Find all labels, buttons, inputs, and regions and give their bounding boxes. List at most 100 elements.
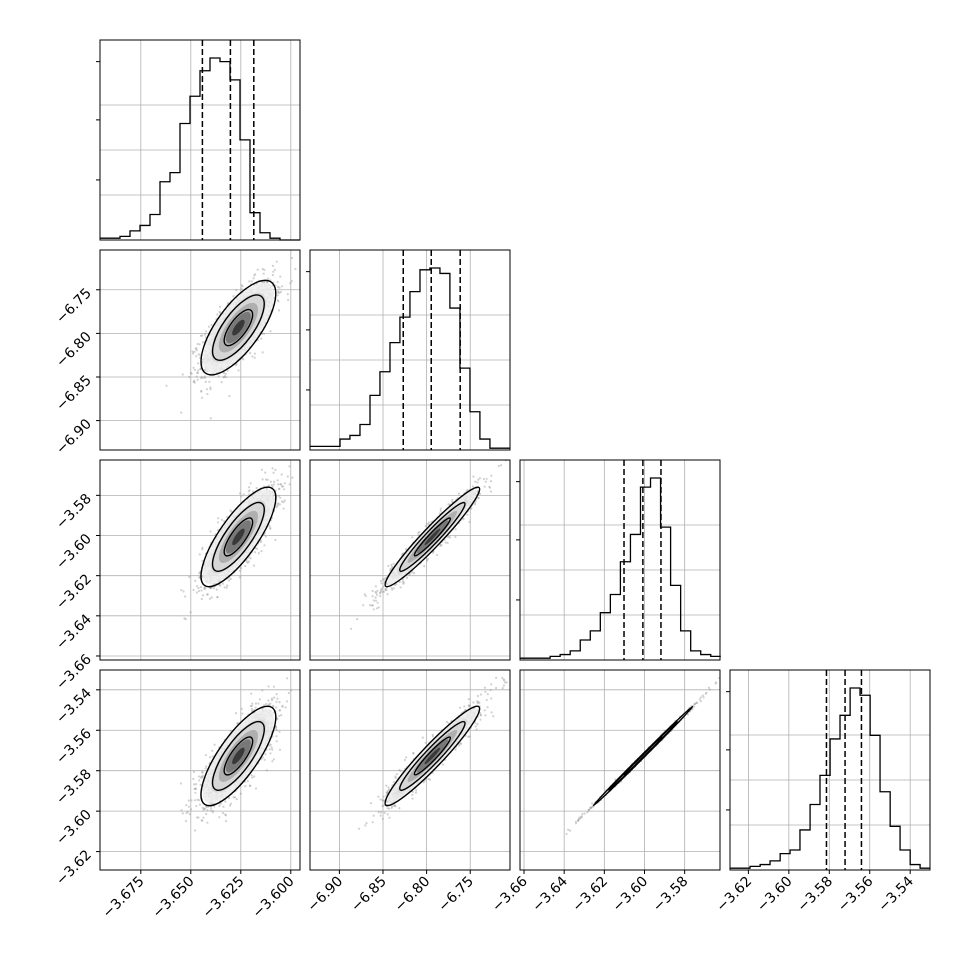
scatter-point xyxy=(291,476,294,479)
scatter-point xyxy=(259,540,262,544)
scatter-point xyxy=(427,521,430,524)
scatter-point xyxy=(209,530,212,533)
scatter-point xyxy=(217,517,220,520)
scatter-point xyxy=(267,277,270,280)
scatter-point xyxy=(180,589,183,592)
scatter-point xyxy=(212,587,215,590)
scatter-point xyxy=(276,291,280,294)
scatter-point xyxy=(199,586,202,589)
scatter-point xyxy=(372,599,375,602)
scatter-point xyxy=(201,396,204,399)
scatter-point xyxy=(271,748,274,751)
density-panel xyxy=(99,669,301,871)
scatter-point xyxy=(277,290,280,293)
scatter-point xyxy=(244,785,247,788)
scatter-point xyxy=(262,272,265,275)
scatter-point xyxy=(210,323,213,327)
scatter-point xyxy=(182,590,185,593)
scatter-point xyxy=(474,480,477,483)
scatter-point xyxy=(202,816,205,819)
scatter-point xyxy=(209,756,212,759)
scatter-point xyxy=(201,559,204,563)
scatter-point xyxy=(271,467,274,470)
scatter-point xyxy=(192,380,195,383)
scatter-point xyxy=(190,808,193,811)
scatter-point xyxy=(277,502,280,505)
scatter-point xyxy=(375,593,379,596)
scatter-point xyxy=(248,489,251,492)
scatter-point xyxy=(237,369,240,372)
scatter-point xyxy=(250,280,253,283)
hist-panel xyxy=(726,669,931,871)
scatter-point xyxy=(216,313,219,316)
scatter-point xyxy=(192,588,195,591)
scatter-point xyxy=(253,775,256,778)
scatter-point xyxy=(226,584,229,587)
scatter-point xyxy=(374,596,377,599)
scatter-point xyxy=(380,582,383,585)
scatter-point xyxy=(242,493,245,496)
scatter-point xyxy=(279,496,282,499)
scatter-point xyxy=(369,604,372,607)
scatter-point xyxy=(276,294,279,297)
scatter-point xyxy=(197,589,201,593)
scatter-point xyxy=(218,305,222,308)
scatter-point xyxy=(379,590,382,593)
scatter-point xyxy=(276,479,279,482)
scatter-point xyxy=(264,535,267,538)
scatter-point xyxy=(216,596,219,599)
scatter-point xyxy=(260,468,264,471)
scatter-point xyxy=(203,333,206,336)
scatter-point xyxy=(252,564,256,567)
scatter-point xyxy=(482,478,485,481)
scatter-point xyxy=(276,503,279,506)
scatter-point xyxy=(380,587,383,590)
scatter-point xyxy=(199,334,203,337)
scatter-point xyxy=(222,376,225,379)
scatter-point xyxy=(279,290,282,294)
scatter-point xyxy=(222,375,226,379)
scatter-point xyxy=(281,500,284,503)
scatter-point xyxy=(235,798,238,801)
scatter-point xyxy=(220,518,223,521)
scatter-point xyxy=(477,497,480,500)
axes-frame xyxy=(99,39,301,241)
scatter-point xyxy=(192,777,195,781)
hist-step xyxy=(100,57,300,241)
scatter-point xyxy=(260,539,263,542)
scatter-point xyxy=(242,358,245,361)
scatter-point xyxy=(364,594,367,598)
scatter-point xyxy=(265,769,268,772)
scatter-point xyxy=(372,608,375,611)
scatter-point xyxy=(195,375,198,378)
scatter-point xyxy=(198,553,201,556)
scatter-point xyxy=(195,585,199,588)
scatter-point xyxy=(206,392,209,396)
scatter-point xyxy=(275,693,278,696)
scatter-point xyxy=(192,366,195,369)
scatter-point xyxy=(209,417,212,420)
scatter-point xyxy=(222,805,225,808)
axes-frame xyxy=(309,249,511,451)
scatter-point xyxy=(193,350,196,353)
scatter-point xyxy=(294,267,297,271)
scatter-point xyxy=(289,282,292,285)
scatter-point xyxy=(288,483,291,486)
scatter-point xyxy=(266,281,269,284)
scatter-point xyxy=(190,372,193,375)
scatter-point xyxy=(282,488,286,491)
scatter-point xyxy=(489,490,493,493)
scatter-point xyxy=(277,285,280,289)
scatter-point xyxy=(191,350,194,353)
scatter-point xyxy=(193,379,196,382)
scatter-point xyxy=(185,804,188,807)
scatter-point xyxy=(265,478,268,481)
scatter-point xyxy=(261,478,264,481)
scatter-point xyxy=(204,380,207,383)
scatter-point xyxy=(356,618,359,621)
scatter-point xyxy=(240,567,243,570)
scatter-point xyxy=(235,288,238,292)
scatter-point xyxy=(379,579,383,583)
scatter-point xyxy=(271,274,274,277)
scatter-point xyxy=(209,388,212,391)
